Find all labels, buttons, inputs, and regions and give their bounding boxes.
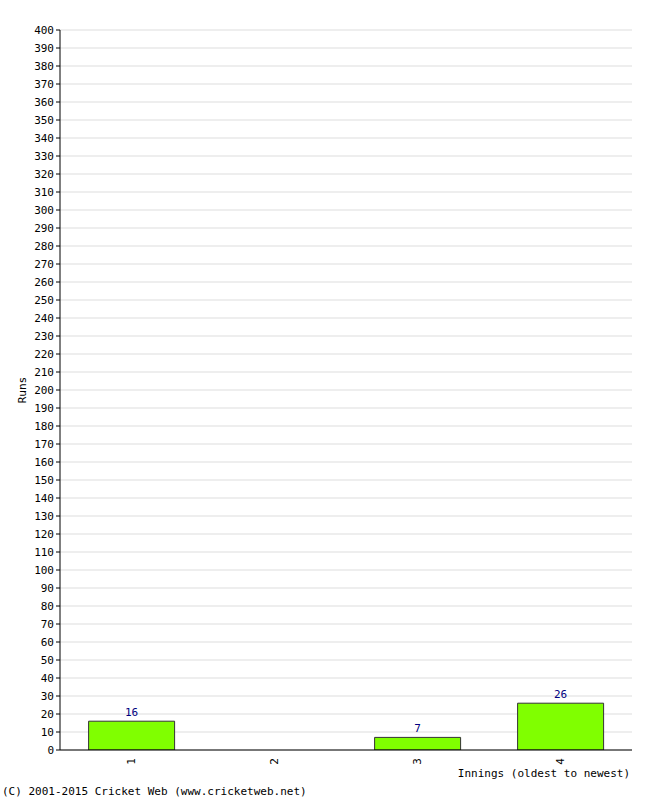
svg-text:30: 30 <box>41 690 54 703</box>
svg-text:210: 210 <box>34 366 54 379</box>
svg-text:140: 140 <box>34 492 54 505</box>
svg-text:180: 180 <box>34 420 54 433</box>
svg-text:310: 310 <box>34 186 54 199</box>
svg-text:240: 240 <box>34 312 54 325</box>
svg-text:60: 60 <box>41 636 54 649</box>
html-text:(C) 2001-2015 Cricket Web (www: (C) 2001-2015 Cricket Web (www.cricketwe… <box>2 785 307 798</box>
svg-text:380: 380 <box>34 60 54 73</box>
svg-text:40: 40 <box>41 672 54 685</box>
svg-text:10: 10 <box>41 726 54 739</box>
svg-text:350: 350 <box>34 114 54 127</box>
svg-text:280: 280 <box>34 240 54 253</box>
svg-text:1: 1 <box>125 758 138 765</box>
svg-text:120: 120 <box>34 528 54 541</box>
svg-text:90: 90 <box>41 582 54 595</box>
svg-text:2: 2 <box>268 758 281 765</box>
svg-text:7: 7 <box>414 722 421 735</box>
svg-text:4: 4 <box>554 758 567 765</box>
svg-text:290: 290 <box>34 222 54 235</box>
svg-text:50: 50 <box>41 654 54 667</box>
svg-text:0: 0 <box>47 744 54 757</box>
svg-text:370: 370 <box>34 78 54 91</box>
svg-text:80: 80 <box>41 600 54 613</box>
svg-text:300: 300 <box>34 204 54 217</box>
svg-text:160: 160 <box>34 456 54 469</box>
svg-text:260: 260 <box>34 276 54 289</box>
svg-text:26: 26 <box>554 688 567 701</box>
svg-text:130: 130 <box>34 510 54 523</box>
svg-text:70: 70 <box>41 618 54 631</box>
svg-text:110: 110 <box>34 546 54 559</box>
svg-text:270: 270 <box>34 258 54 271</box>
html-text:Innings (oldest to newest): Innings (oldest to newest) <box>457 767 630 780</box>
svg-text:170: 170 <box>34 438 54 451</box>
svg-text:200: 200 <box>34 384 54 397</box>
svg-text:360: 360 <box>34 96 54 109</box>
svg-text:330: 330 <box>34 150 54 163</box>
svg-text:220: 220 <box>34 348 54 361</box>
svg-text:390: 390 <box>34 42 54 55</box>
svg-text:250: 250 <box>34 294 54 307</box>
svg-text:100: 100 <box>34 564 54 577</box>
svg-text:230: 230 <box>34 330 54 343</box>
svg-text:16: 16 <box>125 706 138 719</box>
svg-text:320: 320 <box>34 168 54 181</box>
svg-text:400: 400 <box>34 24 54 37</box>
svg-text:150: 150 <box>34 474 54 487</box>
svg-text:3: 3 <box>411 758 424 765</box>
svg-text:190: 190 <box>34 402 54 415</box>
svg-text:340: 340 <box>34 132 54 145</box>
svg-text:20: 20 <box>41 708 54 721</box>
svg-text:Runs: Runs <box>16 377 29 404</box>
